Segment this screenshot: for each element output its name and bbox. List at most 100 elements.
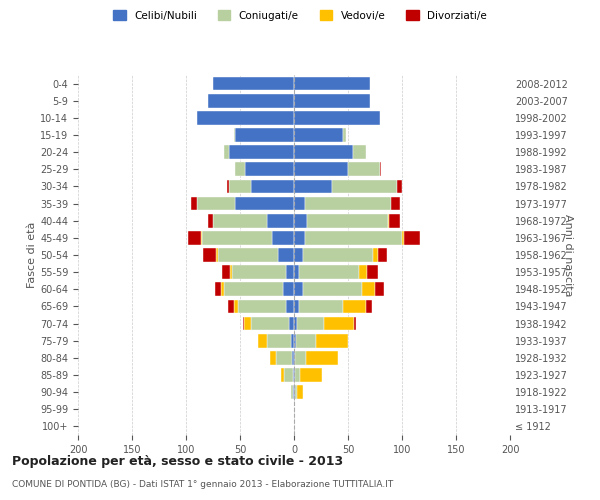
Bar	[294, 282, 302, 296]
Bar	[208, 214, 213, 228]
Bar	[294, 231, 305, 244]
Bar	[191, 196, 197, 210]
Bar	[289, 316, 294, 330]
Bar	[305, 231, 402, 244]
Bar	[305, 196, 391, 210]
Bar	[213, 214, 267, 228]
Bar	[306, 351, 338, 364]
Bar	[296, 334, 316, 347]
Bar	[367, 266, 378, 279]
Bar	[343, 128, 346, 142]
Bar	[251, 180, 294, 194]
Bar	[299, 300, 343, 314]
Bar	[301, 368, 322, 382]
Bar	[267, 214, 294, 228]
Bar	[292, 351, 294, 364]
Bar	[208, 94, 294, 108]
Bar	[388, 214, 389, 228]
Bar	[233, 300, 238, 314]
Bar	[302, 248, 373, 262]
Bar	[291, 386, 293, 399]
Bar	[307, 214, 388, 228]
Bar	[294, 351, 295, 364]
Bar	[238, 300, 286, 314]
Bar	[270, 351, 275, 364]
Bar	[294, 386, 295, 399]
Bar	[295, 351, 306, 364]
Y-axis label: Fasce di età: Fasce di età	[27, 222, 37, 288]
Bar	[229, 146, 294, 159]
Bar	[235, 128, 294, 142]
Bar	[294, 266, 299, 279]
Bar	[294, 368, 295, 382]
Bar	[197, 111, 294, 124]
Bar	[216, 248, 218, 262]
Bar	[229, 180, 251, 194]
Bar	[235, 162, 245, 176]
Bar	[295, 386, 297, 399]
Y-axis label: Anni di nascita: Anni di nascita	[563, 214, 573, 296]
Bar	[297, 386, 302, 399]
Bar	[316, 334, 348, 347]
Bar	[203, 248, 216, 262]
Bar	[291, 334, 294, 347]
Bar	[380, 162, 382, 176]
Bar	[389, 214, 400, 228]
Bar	[375, 282, 383, 296]
Bar	[355, 316, 356, 330]
Bar	[218, 248, 278, 262]
Bar	[228, 300, 233, 314]
Bar	[286, 266, 294, 279]
Bar	[215, 282, 221, 296]
Bar	[294, 162, 348, 176]
Bar	[272, 231, 294, 244]
Bar	[232, 266, 286, 279]
Bar	[243, 316, 244, 330]
Bar	[283, 282, 294, 296]
Bar	[359, 266, 367, 279]
Bar	[188, 231, 201, 244]
Bar	[362, 282, 375, 296]
Bar	[294, 316, 297, 330]
Bar	[294, 334, 296, 347]
Bar	[221, 282, 224, 296]
Bar	[348, 162, 380, 176]
Bar	[294, 146, 353, 159]
Bar	[227, 180, 229, 194]
Bar	[235, 196, 294, 210]
Bar	[275, 351, 292, 364]
Bar	[251, 316, 289, 330]
Bar	[294, 94, 370, 108]
Bar	[278, 248, 294, 262]
Bar	[294, 248, 302, 262]
Bar	[397, 180, 402, 194]
Legend: Celibi/Nubili, Coniugati/e, Vedovi/e, Divorziati/e: Celibi/Nubili, Coniugati/e, Vedovi/e, Di…	[108, 5, 492, 26]
Bar	[230, 266, 232, 279]
Bar	[367, 300, 372, 314]
Bar	[294, 300, 299, 314]
Bar	[281, 368, 284, 382]
Bar	[284, 368, 293, 382]
Bar	[373, 248, 378, 262]
Bar	[201, 231, 202, 244]
Bar	[294, 180, 332, 194]
Bar	[244, 316, 251, 330]
Bar	[332, 180, 397, 194]
Text: Popolazione per età, sesso e stato civile - 2013: Popolazione per età, sesso e stato civil…	[12, 455, 343, 468]
Bar	[404, 231, 421, 244]
Bar	[295, 368, 301, 382]
Bar	[324, 316, 355, 330]
Bar	[297, 316, 324, 330]
Bar	[293, 386, 294, 399]
Bar	[302, 282, 362, 296]
Bar	[224, 146, 229, 159]
Bar	[233, 128, 235, 142]
Bar	[402, 231, 404, 244]
Bar	[197, 196, 235, 210]
Bar	[213, 76, 294, 90]
Bar	[294, 196, 305, 210]
Bar	[378, 248, 387, 262]
Bar	[391, 196, 400, 210]
Bar	[293, 368, 294, 382]
Bar	[202, 231, 272, 244]
